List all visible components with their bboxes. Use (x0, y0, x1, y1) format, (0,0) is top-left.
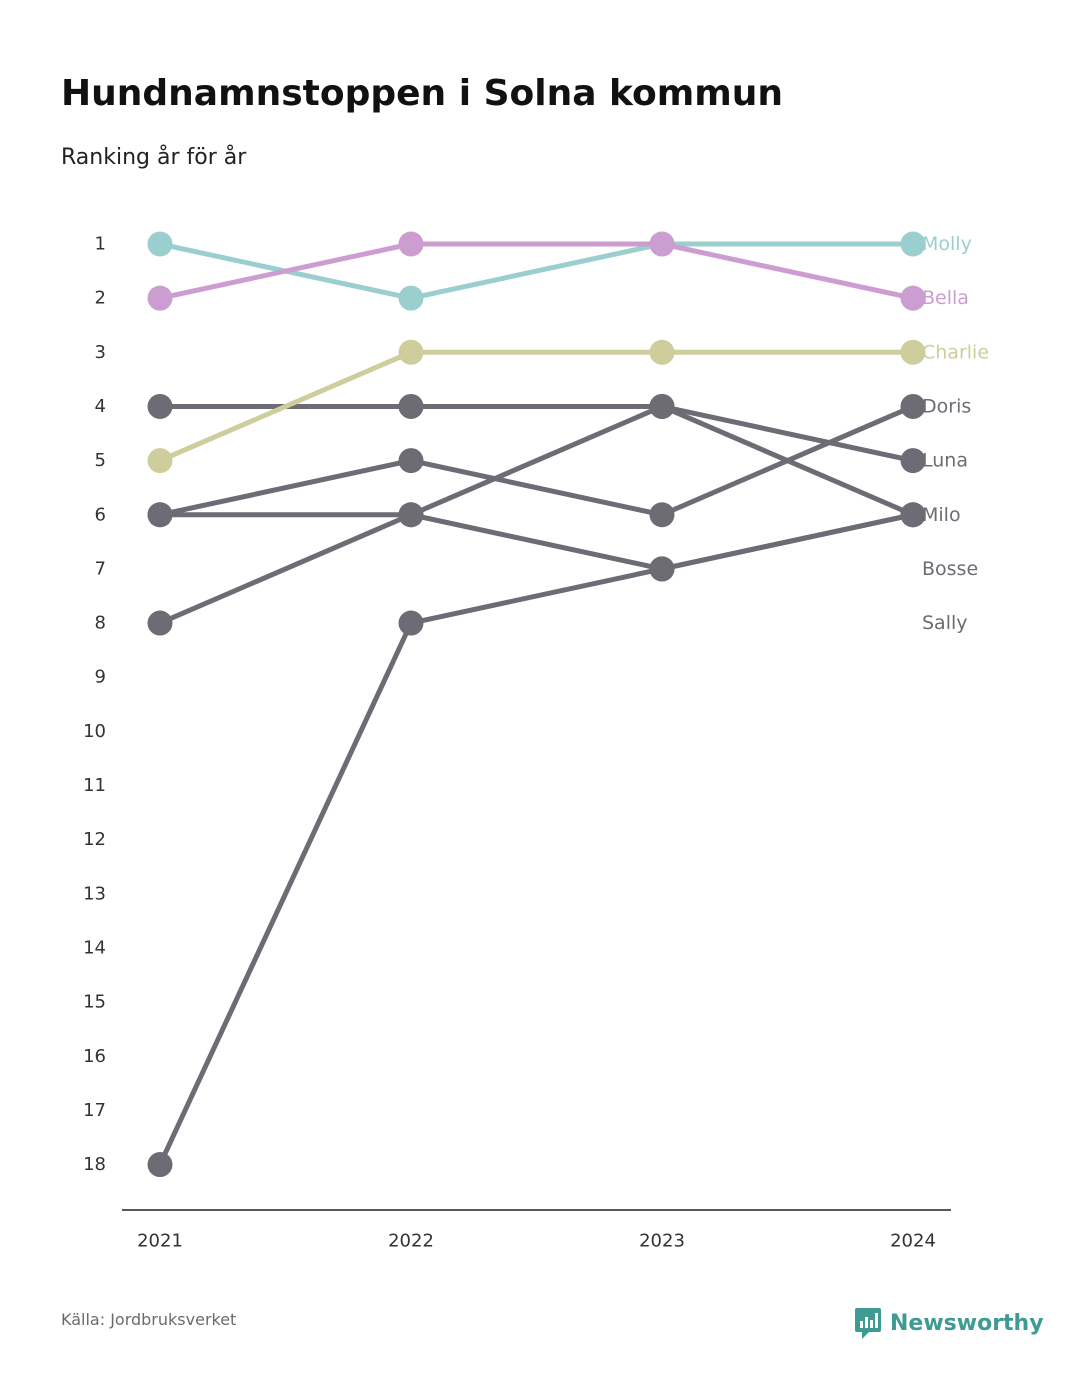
series-points (147, 231, 926, 1178)
series-point-bella (398, 231, 424, 257)
series-labels: Molly Bella Charlie Doris Luna Milo Bosse Sally (922, 233, 989, 634)
series-point-molly (900, 231, 926, 257)
y-tick-label: 8 (95, 613, 106, 634)
y-tick-label: 16 (83, 1046, 106, 1067)
series-label-molly: Molly (922, 233, 972, 255)
series-point-sally (649, 556, 675, 582)
series-point-sally (900, 502, 926, 528)
series-point-luna (649, 393, 675, 419)
y-tick-label: 14 (83, 937, 106, 958)
brand-logo: Newsworthy (854, 1303, 1044, 1343)
series-point-charlie (398, 339, 424, 365)
series-label-milo: Milo (922, 504, 961, 526)
series-point-luna (398, 393, 424, 419)
bump-chart: Molly Bella Charlie Doris Luna Milo Bosse Sally… (83, 231, 989, 1252)
y-tick-label: 11 (83, 775, 106, 796)
newsworthy-chart-icon (855, 1308, 881, 1339)
y-tick-label: 13 (83, 883, 106, 904)
x-tick-label: 2024 (890, 1231, 936, 1252)
series-line-bella (157, 241, 916, 301)
x-axis: 2021 2022 2023 2024 (122, 1209, 951, 1252)
y-tick-label: 3 (95, 342, 106, 363)
series-point-milo (398, 610, 424, 636)
y-tick-label: 7 (95, 558, 106, 579)
series-point-charlie (900, 339, 926, 365)
y-tick-label: 2 (95, 288, 106, 309)
series-point-sally (147, 502, 173, 528)
x-tick-label: 2022 (388, 1231, 434, 1252)
series-line-sally (157, 512, 916, 572)
series-label-sally: Sally (922, 612, 968, 634)
chart-title: Hundnamnstoppen i Solna kommun (61, 73, 784, 114)
series-point-bosse (649, 502, 675, 528)
series-point-luna (900, 448, 926, 474)
x-tick-label: 2021 (137, 1231, 183, 1252)
series-point-bosse (398, 448, 424, 474)
y-tick-label: 12 (83, 829, 106, 850)
series-point-luna (147, 393, 173, 419)
series-line-milo (157, 512, 916, 1168)
series-label-luna: Luna (922, 450, 968, 472)
series-point-bella (147, 285, 173, 311)
chart-subtitle: Ranking år för år (61, 145, 247, 170)
series-point-bella (649, 231, 675, 257)
y-tick-label: 17 (83, 1100, 106, 1121)
brand-name: Newsworthy (890, 1310, 1044, 1336)
y-tick-label: 10 (83, 721, 106, 742)
y-tick-label: 18 (83, 1154, 106, 1175)
y-tick-label: 4 (95, 396, 106, 417)
series-point-doris (147, 610, 173, 636)
series-point-charlie (649, 339, 675, 365)
series-point-milo (147, 1152, 173, 1178)
source-note: Källa: Jordbruksverket (61, 1310, 237, 1329)
series-label-charlie: Charlie (922, 341, 989, 363)
series-point-bosse (900, 393, 926, 419)
y-tick-label: 6 (95, 504, 106, 525)
series-label-bella: Bella (922, 287, 969, 309)
series-label-bosse: Bosse (922, 558, 978, 580)
series-label-doris: Doris (922, 395, 971, 417)
series-line-charlie (157, 349, 916, 464)
series-point-molly (147, 231, 173, 257)
series-lines (157, 241, 916, 1168)
series-line-molly (157, 241, 916, 301)
x-tick-label: 2023 (639, 1231, 685, 1252)
series-point-molly (398, 285, 424, 311)
y-tick-label: 1 (95, 234, 106, 255)
y-tick-label: 15 (83, 992, 106, 1013)
series-point-charlie (147, 448, 173, 474)
y-tick-label: 9 (95, 667, 106, 688)
y-tick-label: 5 (95, 450, 106, 471)
series-point-sally (398, 502, 424, 528)
series-line-bosse (157, 403, 916, 518)
series-point-bella (900, 285, 926, 311)
